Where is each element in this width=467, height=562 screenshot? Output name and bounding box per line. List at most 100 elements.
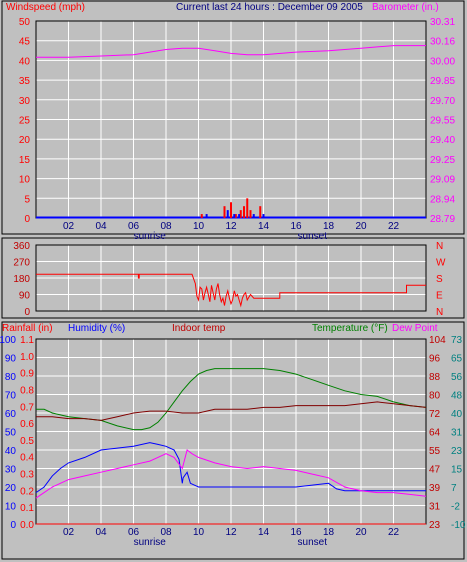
direction-compass-tick: W [436, 258, 446, 269]
x-tick-label: 18 [323, 527, 335, 538]
wind-direction-line [36, 273, 426, 308]
rainfall-tick-label: 0.9 [20, 369, 34, 380]
temperature-tick-label: 48 [451, 391, 463, 402]
windspeed-tick-label: 30 [19, 96, 31, 107]
x-tick-label: 08 [160, 527, 172, 538]
wind-speed-bar [205, 214, 208, 218]
temperature-axis-label: Temperature (°F) [312, 323, 388, 334]
rainfall-tick-label: 0.2 [20, 486, 34, 497]
windspeed-tick-label: 5 [24, 194, 30, 205]
indoor-temp-label: Indoor temp [172, 323, 226, 334]
rainfall-tick-label: 0.7 [20, 402, 34, 413]
wind-gust-bar [223, 206, 226, 218]
wind-speed-bar [262, 214, 265, 218]
humidity-tick-label: 30 [5, 465, 17, 476]
barometer-tick-label: 30.16 [430, 37, 455, 48]
x-tick-label: 04 [95, 221, 107, 232]
barometer-tick-label: 30.00 [430, 56, 455, 67]
direction-compass-tick: E [436, 291, 443, 302]
barometer-line [36, 45, 426, 58]
humidity-tick-label: 0 [10, 520, 16, 531]
rainfall-tick-label: 0.6 [20, 419, 34, 430]
x-tick-label: 10 [193, 527, 205, 538]
barometer-tick-label: 29.09 [430, 175, 455, 186]
windspeed-tick-label: 20 [19, 135, 31, 146]
x-tick-label: 16 [290, 527, 302, 538]
windspeed-tick-label: 25 [19, 116, 31, 127]
temperature-tick-label: 65 [451, 354, 463, 365]
rainfall-tick-label: 1.0 [20, 352, 34, 363]
temperature-tick-label: 40 [451, 409, 463, 420]
indoor-temp-tick-label: 96 [429, 354, 441, 365]
direction-degree-tick: 90 [19, 291, 31, 302]
windspeed-tick-label: 35 [19, 76, 31, 87]
temperature-tick-label: 31 [451, 428, 463, 439]
direction-degree-tick: 360 [13, 241, 30, 252]
x-tick-label: 14 [258, 221, 270, 232]
temperature-tick-label: -2 [451, 502, 460, 513]
rainfall-tick-label: 1.1 [20, 335, 34, 346]
direction-compass-tick: N [436, 307, 443, 318]
windspeed-tick-label: 50 [19, 17, 31, 28]
humidity-tick-label: 60 [5, 409, 17, 420]
windspeed-tick-label: 0 [24, 214, 30, 225]
wind-gust-bar [234, 214, 237, 218]
temp-humidity-plot: 02 04 06 08 10 12 14 16 18 20 22 sunrise sunset 0 10 20… [0, 335, 466, 548]
windspeed-tick-label: 45 [19, 37, 31, 48]
x-tick-label: 20 [355, 221, 367, 232]
windspeed-tick-label: 40 [19, 56, 31, 67]
wind-speed-bar [238, 214, 241, 218]
barometer-tick-label: 29.25 [430, 155, 455, 166]
indoor-temp-tick-label: 23 [429, 520, 441, 531]
direction-degree-tick: 270 [13, 258, 30, 269]
barometer-tick-label: 29.70 [430, 96, 455, 107]
rainfall-tick-label: 0.1 [20, 503, 34, 514]
plot-frame [35, 244, 427, 312]
direction-compass-tick: S [436, 274, 443, 285]
temperature-tick-label: 7 [451, 483, 457, 494]
temperature-tick-label: 73 [451, 335, 463, 346]
wind-speed-bar [233, 214, 236, 218]
x-tick-label: 02 [63, 527, 75, 538]
windspeed-tick-label: 10 [19, 175, 31, 186]
humidity-tick-label: 80 [5, 372, 17, 383]
x-tick-label: 18 [323, 221, 335, 232]
panel-direction-frame [1, 237, 465, 319]
barometer-tick-label: 29.85 [430, 76, 455, 87]
x-tick-label: 22 [388, 527, 400, 538]
barometer-axis-label: Barometer (in.) [372, 2, 439, 13]
humidity-tick-label: 50 [5, 428, 17, 439]
wind-speed-bar [226, 210, 229, 218]
indoor-temp-tick-label: 55 [429, 446, 441, 457]
x-annotation-label: sunset [298, 537, 328, 548]
x-tick-label: 10 [193, 221, 205, 232]
windspeed-axis-label: Windspeed (mph) [6, 2, 85, 13]
barometer-tick-label: 28.79 [430, 214, 455, 225]
humidity-tick-label: 20 [5, 483, 17, 494]
direction-compass-tick: N [436, 241, 443, 252]
humidity-tick-label: 100 [0, 335, 16, 346]
humidity-tick-label: 90 [5, 354, 17, 365]
x-annotation-label: sunrise [134, 231, 167, 242]
temperature-tick-label: 15 [451, 465, 463, 476]
wind-gust-bar [230, 202, 232, 218]
panel-temp-frame [1, 321, 465, 560]
x-tick-label: 12 [225, 527, 237, 538]
x-tick-label: 16 [290, 221, 302, 232]
dewpoint-axis-label: Dew Point [392, 323, 438, 334]
humidity-tick-label: 70 [5, 391, 17, 402]
rainfall-tick-label: 0.0 [20, 520, 34, 531]
indoor-line [36, 401, 427, 421]
x-tick-label: 20 [355, 527, 367, 538]
rainfall-tick-label: 0.5 [20, 436, 34, 447]
barometer-tick-label: 28.94 [430, 194, 455, 205]
x-annotation-label: sunset [298, 231, 328, 242]
indoor-temp-tick-label: 64 [429, 428, 441, 439]
x-tick-label: 06 [128, 527, 140, 538]
x-tick-label: 22 [388, 221, 400, 232]
wind-gust-bar [239, 210, 242, 218]
x-tick-label: 14 [258, 527, 270, 538]
wind-speed-bar [252, 214, 255, 218]
